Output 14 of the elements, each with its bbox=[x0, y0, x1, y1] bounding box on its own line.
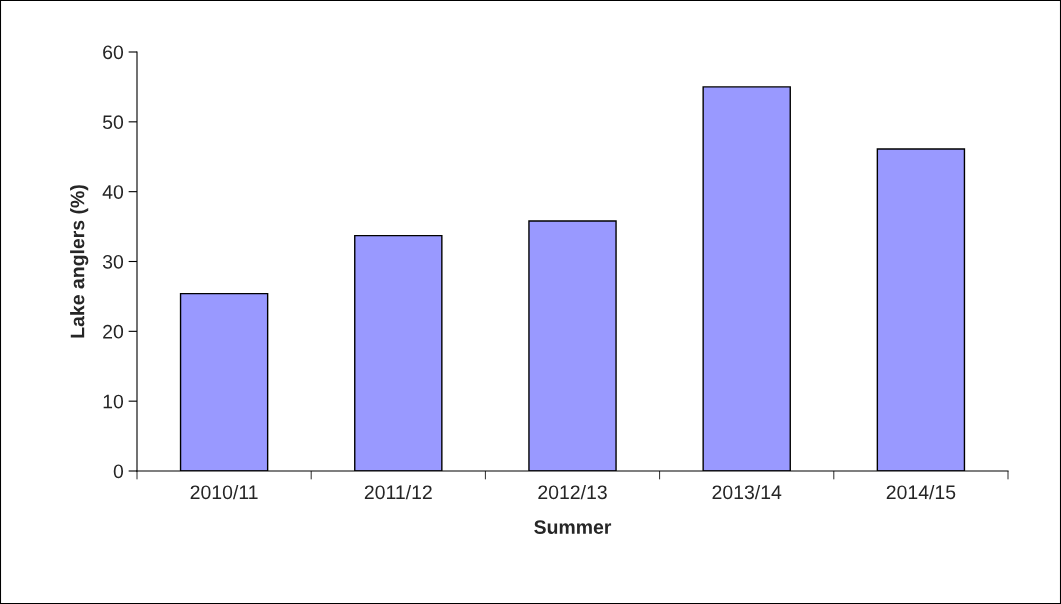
x-tick-label: 2010/11 bbox=[190, 484, 258, 500]
y-tick-label: 0 bbox=[113, 464, 124, 479]
y-tick-label: 10 bbox=[103, 394, 124, 409]
x-tick-label: 2012/13 bbox=[538, 484, 607, 500]
y-axis-title: Lake anglers (%) bbox=[70, 185, 89, 338]
y-tick-label: 50 bbox=[102, 115, 124, 130]
x-tick-label: 2014/15 bbox=[886, 484, 956, 500]
y-tick-label: 60 bbox=[103, 45, 124, 60]
x-tick-label: 2011/12 bbox=[364, 484, 432, 500]
y-tick-label: 30 bbox=[102, 254, 124, 269]
x-tick-label: 2013/14 bbox=[712, 484, 782, 500]
x-axis-title: Summer bbox=[534, 520, 612, 534]
y-tick-label: 40 bbox=[102, 185, 124, 199]
y-tick-label: 20 bbox=[103, 324, 124, 339]
